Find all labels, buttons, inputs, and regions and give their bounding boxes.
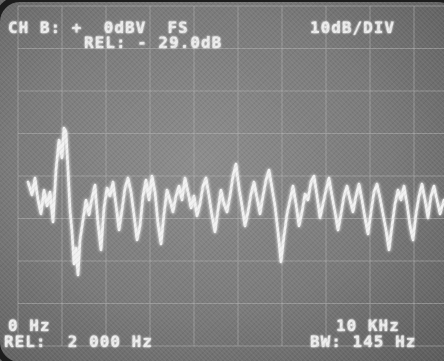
spectrum-trace-line: [26, 126, 444, 277]
bandwidth-readout: BW: 145 Hz: [310, 332, 417, 351]
channel-readout: CH B: + 0dBV FS: [8, 18, 189, 37]
relative-level-readout: REL: - 29.0dB: [84, 33, 223, 52]
start-frequency-readout: 0 Hz: [8, 316, 51, 335]
relative-frequency-readout: REL: 2 000 Hz: [4, 332, 153, 351]
stop-frequency-readout: 10 KHz: [336, 316, 400, 335]
vertical-scale-readout: 10dB/DIV: [310, 18, 396, 37]
